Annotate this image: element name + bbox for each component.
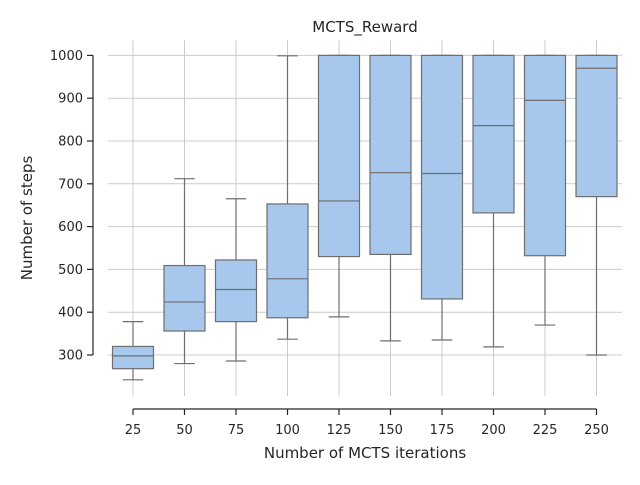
y-axis-label: Number of steps — [18, 156, 36, 281]
y-tick-label: 1000 — [50, 49, 83, 64]
box-rect — [111, 345, 155, 370]
box-225 — [523, 54, 567, 326]
x-tick-label: 175 — [430, 423, 455, 438]
chart-title: MCTS_Reward — [312, 18, 417, 37]
y-tick-label: 800 — [58, 135, 83, 150]
x-tick-label: 150 — [378, 423, 403, 438]
box-rect — [163, 264, 206, 332]
box-100 — [266, 55, 309, 340]
box-rect — [369, 54, 412, 256]
box-rect — [523, 54, 567, 257]
box-125 — [317, 54, 361, 318]
box-rect — [214, 259, 258, 323]
y-tick-label: 600 — [58, 220, 83, 235]
box-rect — [266, 203, 309, 319]
x-tick-label: 125 — [327, 423, 352, 438]
box-200 — [472, 54, 515, 348]
box-50 — [163, 178, 206, 365]
x-tick-label: 225 — [533, 423, 558, 438]
x-tick-label: 100 — [275, 423, 300, 438]
box-150 — [369, 54, 412, 342]
box-175 — [420, 54, 464, 341]
box-250 — [575, 54, 618, 356]
y-tick-label: 900 — [58, 92, 83, 107]
box-25 — [111, 321, 155, 381]
y-tick-label: 700 — [58, 177, 83, 192]
box-rect — [575, 54, 618, 198]
x-tick-label: 50 — [176, 423, 193, 438]
axes: 300 400 500 600 700 800 900 1000 25 50 75 100 125 150… — [50, 49, 609, 438]
x-tick-label: 75 — [228, 423, 245, 438]
box-75 — [214, 198, 258, 362]
box-rect — [317, 54, 361, 258]
x-tick-label: 200 — [481, 423, 506, 438]
boxes — [111, 54, 618, 381]
y-tick-label: 400 — [58, 306, 83, 321]
x-axis-label: Number of MCTS iterations — [264, 444, 466, 462]
y-tick-label: 300 — [58, 349, 83, 364]
box-rect — [472, 54, 515, 214]
x-tick-label: 250 — [584, 423, 609, 438]
x-tick-label: 25 — [125, 423, 142, 438]
y-tick-label: 500 — [58, 263, 83, 278]
box-rect — [420, 54, 464, 300]
